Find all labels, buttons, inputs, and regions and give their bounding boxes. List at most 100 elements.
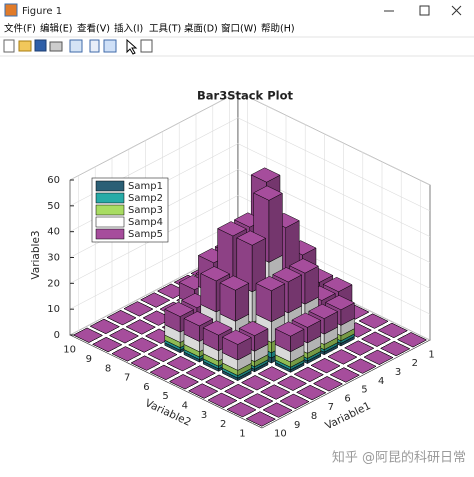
y-tick-label: 8 <box>105 363 111 374</box>
bar-top <box>224 384 255 400</box>
toolbar <box>3 38 153 55</box>
property-icon[interactable] <box>140 39 153 53</box>
bar-top <box>205 374 235 390</box>
colorbar-icon[interactable] <box>89 39 100 53</box>
z-tick-label: 40 <box>47 227 60 238</box>
x-tick-label: 3 <box>395 367 401 378</box>
bar-top <box>111 346 142 362</box>
bar-top <box>329 367 360 383</box>
app-icon <box>4 3 18 17</box>
bar-top <box>125 319 156 335</box>
grid-line <box>237 91 431 186</box>
legend-icon[interactable] <box>103 39 117 53</box>
y-tick-label: 5 <box>162 391 168 402</box>
bar-top <box>106 310 137 326</box>
bar-top <box>322 276 353 293</box>
menu-item[interactable]: 桌面(D) <box>184 23 218 35</box>
bar-top <box>217 221 247 237</box>
x-tick-label: 5 <box>361 385 367 396</box>
menu-item[interactable]: 帮助(H) <box>261 23 295 35</box>
window-title: Figure 1 <box>22 6 62 17</box>
link-icon[interactable] <box>69 39 83 53</box>
grid-line <box>69 91 239 181</box>
y-tick-label: 1 <box>239 428 245 439</box>
y-tick-label: 4 <box>182 400 188 411</box>
legend-swatch <box>95 228 125 240</box>
menu-item[interactable]: 文件(F) <box>4 23 36 35</box>
bar-top <box>377 322 408 338</box>
bar-top <box>291 312 322 328</box>
legend-label: Samp4 <box>128 217 163 228</box>
y-tick-label: 10 <box>63 345 76 356</box>
x-tick-label: 1 <box>428 349 434 360</box>
x-tick-label: 8 <box>311 411 317 422</box>
bar-top <box>238 320 269 337</box>
x-tick-label: 10 <box>274 429 287 440</box>
bar-top <box>130 355 161 371</box>
bar-top <box>169 374 199 390</box>
bar-top <box>164 301 195 317</box>
bar-top <box>272 267 303 283</box>
maximize-button[interactable] <box>419 5 430 16</box>
close-button[interactable] <box>451 5 462 16</box>
bar-top <box>241 375 271 391</box>
bar-top <box>361 331 391 347</box>
z-tick-label: 30 <box>47 253 60 264</box>
bar-top <box>327 349 358 365</box>
bar-top <box>147 346 178 362</box>
legend-swatch <box>95 180 125 192</box>
z-tick-label: 50 <box>47 201 60 212</box>
save-icon[interactable] <box>34 39 47 52</box>
x-tick-label: 4 <box>378 376 384 387</box>
y-tick-label: 9 <box>86 354 92 365</box>
grid-line <box>69 220 239 310</box>
bar-top <box>245 411 276 427</box>
x-tick-label: 7 <box>328 402 334 413</box>
z-axis-label: Variable3 <box>30 230 42 279</box>
z-tick-label: 10 <box>47 304 60 315</box>
bar-top <box>380 341 411 357</box>
print-icon[interactable] <box>49 41 63 52</box>
bar-top <box>346 358 377 374</box>
legend-label: Samp5 <box>128 229 163 240</box>
x-tick-label: 6 <box>344 393 350 404</box>
bar-top <box>166 356 197 372</box>
bar-top <box>253 185 283 201</box>
menu-item[interactable]: 插入(I) <box>114 23 143 35</box>
menu-bar: 文件(F) 编辑(E) 查看(V) 插入(I) 工具(T) 桌面(D) 窗口(W) 帮助(H) <box>4 23 295 35</box>
menu-item[interactable]: 窗口(W) <box>221 23 257 35</box>
x-tick-label: 9 <box>294 420 300 431</box>
bar-top <box>296 385 327 401</box>
bar-top <box>344 340 375 356</box>
legend-label: Samp3 <box>128 205 163 216</box>
open-icon[interactable] <box>18 40 32 52</box>
legend-label: Samp2 <box>128 193 163 204</box>
bar-top <box>128 337 159 353</box>
menu-item[interactable]: 编辑(E) <box>40 23 72 35</box>
bar-top <box>277 375 307 391</box>
y-tick-label: 2 <box>220 419 226 430</box>
bar-front <box>268 192 283 263</box>
y-tick-label: 6 <box>143 382 149 393</box>
bar-top <box>363 349 394 365</box>
bar-top <box>202 320 233 336</box>
y-tick-label: 7 <box>124 373 130 384</box>
bar-top <box>221 329 252 345</box>
bar-top <box>289 258 319 274</box>
legend-swatch <box>95 204 125 216</box>
y-tick-label: 3 <box>201 410 207 421</box>
bar-top <box>279 393 310 409</box>
bar-top <box>262 402 293 418</box>
z-tick-label: 20 <box>47 278 60 289</box>
bar-top <box>358 313 389 329</box>
new-icon[interactable] <box>3 39 15 53</box>
legend-label: Samp1 <box>128 181 163 192</box>
bar-top <box>219 275 250 291</box>
menu-item[interactable]: 工具(T) <box>149 24 181 35</box>
pointer-icon[interactable] <box>126 38 138 55</box>
menu-item[interactable]: 查看(V) <box>77 23 110 35</box>
bar-top <box>293 366 324 382</box>
